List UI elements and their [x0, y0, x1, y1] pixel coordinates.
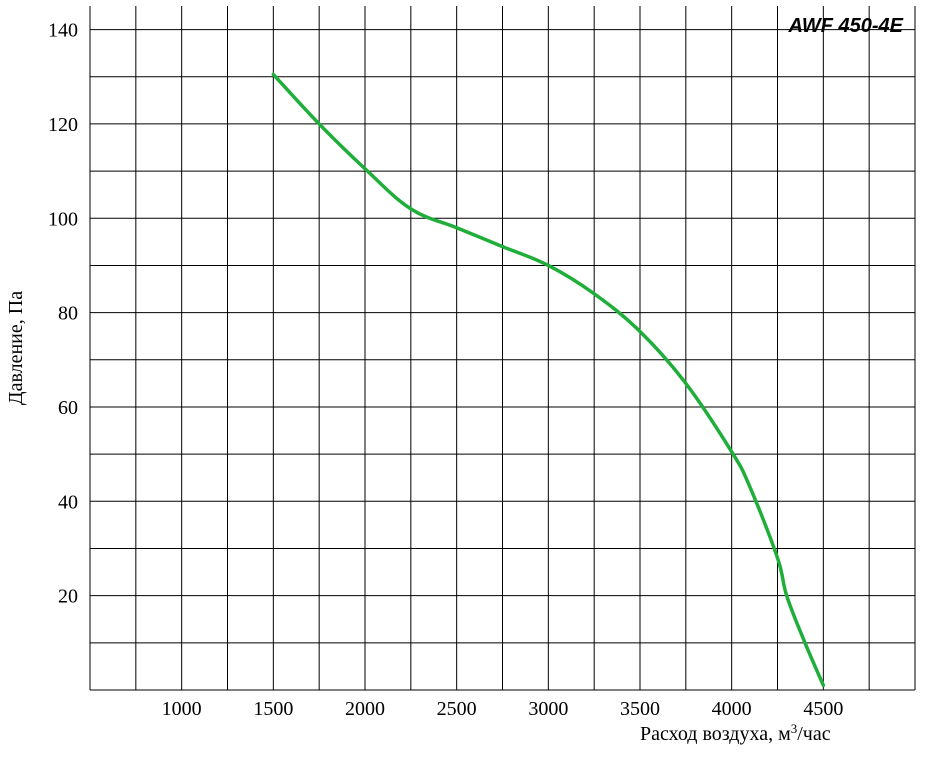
- x-axis-label: Расход воздуха, м3/час: [640, 721, 831, 745]
- x-tick-label: 2500: [437, 698, 477, 720]
- y-tick-label: 60: [58, 397, 78, 419]
- chart-container: 1000 1500 2000 2500 3000 3500 4000 4500 20 40 60 80…: [0, 0, 925, 760]
- y-tick-label: 40: [58, 491, 78, 513]
- x-tick-label: 4000: [712, 698, 752, 720]
- y-tick-label: 140: [48, 20, 78, 42]
- x-tick-label: 3500: [620, 698, 660, 720]
- model-label: AWF 450-4E: [788, 15, 904, 37]
- fan-curve-chart: 1000 1500 2000 2500 3000 3500 4000 4500 20 40 60 80…: [0, 0, 925, 760]
- x-tick-label: 1000: [162, 698, 202, 720]
- y-tick-label: 20: [58, 586, 78, 608]
- y-tick-label: 80: [58, 303, 78, 325]
- x-tick-label: 3000: [528, 698, 568, 720]
- x-tick-label: 2000: [345, 698, 385, 720]
- y-tick-label: 100: [48, 208, 78, 230]
- x-tick-label: 1500: [253, 698, 293, 720]
- x-tick-label: 4500: [803, 698, 843, 720]
- y-tick-label: 120: [48, 114, 78, 136]
- y-axis-label: Давление, Па: [5, 291, 27, 405]
